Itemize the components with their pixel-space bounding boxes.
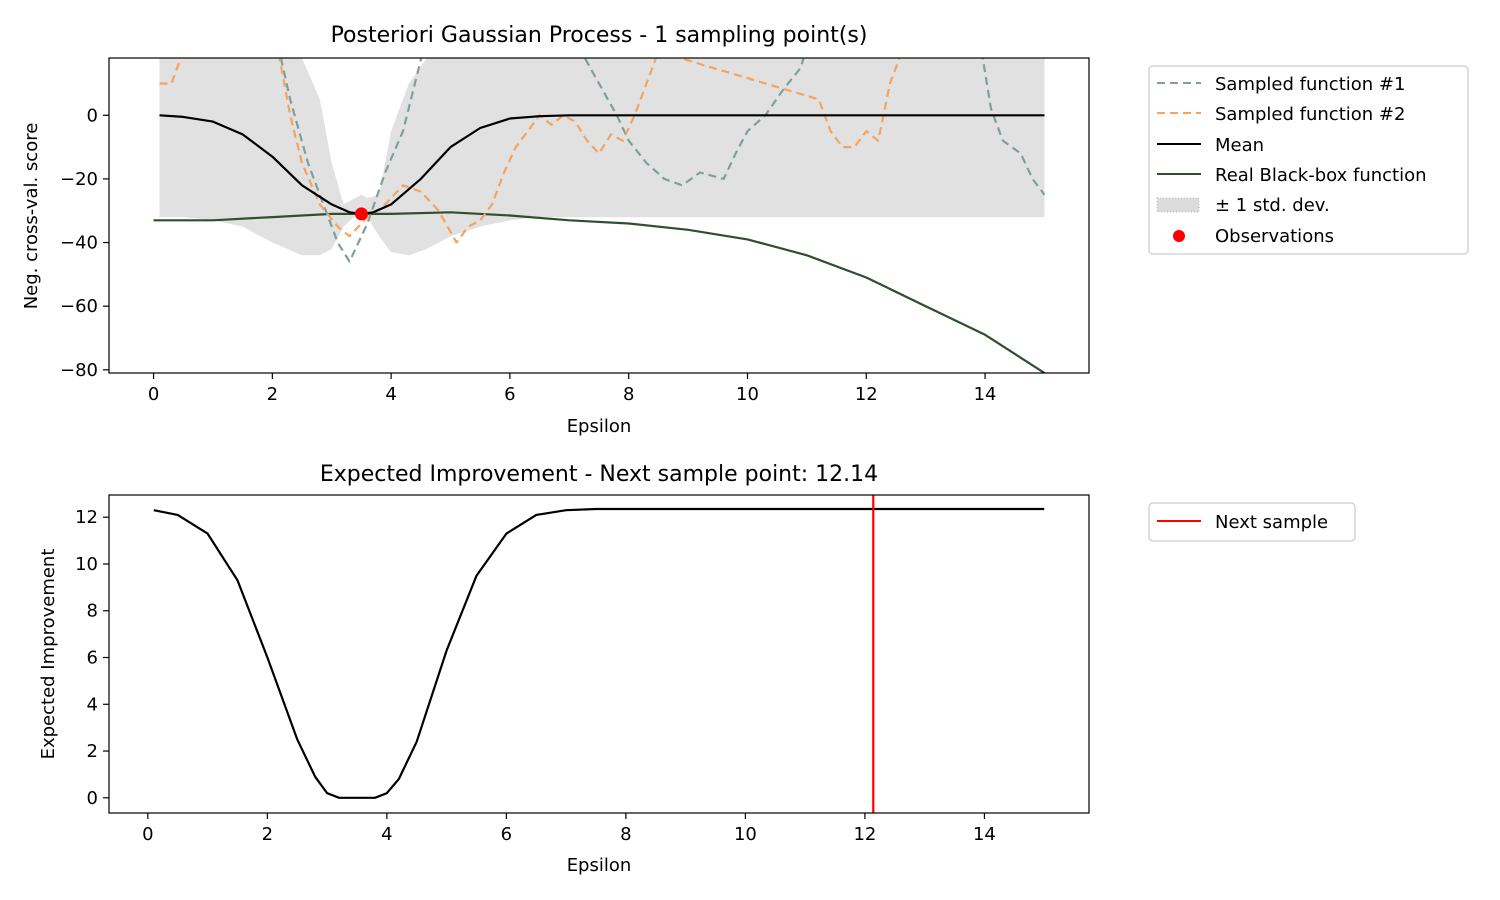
chart2-y-tick-label: 0 [87, 788, 98, 809]
legend-next-sample-label: Next sample [1215, 512, 1328, 533]
chart2-legend-box [1148, 502, 1356, 542]
gp-posterior-chart: Posteriori Gaussian Process - 1 sampling… [21, 23, 1469, 437]
chart2-x-tick-label: 2 [262, 824, 273, 845]
chart1-x-label: Epsilon [567, 416, 632, 437]
legend-mean-label: Mean [1215, 135, 1264, 156]
chart1-legend-box [1148, 65, 1469, 255]
chart1-y-tick-label: −60 [60, 296, 98, 317]
legend-sampled2-label: Sampled function #2 [1215, 104, 1405, 125]
chart2-y-tick-label: 6 [87, 648, 98, 669]
expected-improvement-chart: Expected Improvement - Next sample point… [38, 462, 1356, 876]
sampled-function-1-line [279, 58, 1046, 263]
chart1-y-label: Neg. cross-val. score [21, 123, 42, 310]
chart2-y-tick-label: 8 [87, 601, 98, 622]
chart1-x-tick-label: 6 [504, 384, 515, 405]
chart1-x-tick-label: 2 [267, 384, 278, 405]
legend-band-swatch [1156, 197, 1200, 213]
chart2-y-tick-label: 4 [87, 694, 98, 715]
chart2-legend: Next sample [1148, 502, 1356, 542]
legend-sampled1-label: Sampled function #1 [1215, 74, 1405, 95]
chart1-legend: Sampled function #1 Sampled function #2 … [1148, 65, 1469, 255]
chart1-y-tick-label: −20 [60, 169, 98, 190]
real-black-box-line [153, 211, 1046, 373]
std-dev-band [159, 58, 1045, 256]
chart2-title: Expected Improvement - Next sample point… [320, 462, 878, 487]
chart2-x-label: Epsilon [567, 855, 632, 876]
chart2-y-tick-label: 2 [87, 741, 98, 762]
legend-band-label: ± 1 std. dev. [1215, 195, 1330, 216]
chart2-plot-area [153, 495, 1045, 813]
chart2-y-label: Expected Improvement [38, 549, 59, 760]
chart1-plot-area [153, 58, 1046, 373]
chart1-x-axis: 0 2 4 6 8 10 12 14 [148, 373, 997, 405]
chart2-x-tick-label: 14 [973, 824, 996, 845]
chart1-x-tick-label: 4 [385, 384, 396, 405]
chart1-y-tick-label: −80 [60, 360, 98, 381]
chart2-x-tick-label: 12 [853, 824, 876, 845]
chart1-y-axis: −80 −60 −40 −20 0 [60, 105, 109, 381]
chart1-x-tick-label: 12 [855, 384, 878, 405]
chart1-x-tick-label: 8 [623, 384, 634, 405]
chart1-y-tick-label: 0 [87, 105, 98, 126]
chart2-y-axis: 0 2 4 6 8 10 12 [75, 507, 109, 809]
observation-point [354, 207, 368, 221]
chart2-y-tick-label: 10 [75, 554, 98, 575]
chart2-y-tick-label: 12 [75, 507, 98, 528]
chart2-axes-frame [108, 494, 1090, 814]
chart2-x-tick-label: 8 [620, 824, 631, 845]
legend-observations-swatch [1173, 230, 1185, 242]
chart2-x-tick-label: 6 [501, 824, 512, 845]
chart1-y-tick-label: −40 [60, 233, 98, 254]
legend-observations-label: Observations [1215, 226, 1334, 247]
chart2-x-tick-label: 10 [734, 824, 757, 845]
chart1-axes-frame [108, 57, 1090, 374]
chart2-x-tick-label: 4 [381, 824, 392, 845]
chart1-title: Posteriori Gaussian Process - 1 sampling… [331, 23, 868, 48]
legend-real-label: Real Black-box function [1215, 165, 1427, 186]
chart2-x-axis: 0 2 4 6 8 10 12 14 [142, 813, 996, 845]
chart1-x-tick-label: 14 [974, 384, 997, 405]
chart1-x-tick-label: 10 [736, 384, 759, 405]
chart1-x-tick-label: 0 [148, 384, 159, 405]
chart2-x-tick-label: 0 [142, 824, 153, 845]
expected-improvement-line [153, 507, 1045, 799]
